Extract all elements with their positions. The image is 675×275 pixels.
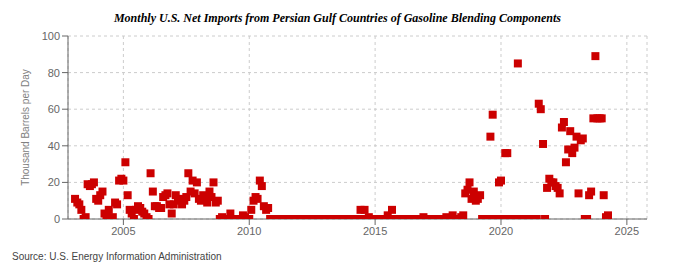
svg-text:100: 100 bbox=[42, 30, 60, 42]
svg-text:0: 0 bbox=[54, 213, 60, 225]
svg-text:2015: 2015 bbox=[363, 225, 387, 237]
svg-text:20: 20 bbox=[48, 176, 60, 188]
svg-text:2025: 2025 bbox=[615, 225, 639, 237]
html-text:Monthly U.S. Net Imports from: Monthly U.S. Net Imports from Persian Gu… bbox=[114, 11, 561, 25]
svg-text:2005: 2005 bbox=[111, 225, 135, 237]
svg-text:80: 80 bbox=[48, 67, 60, 79]
html-text:Source: U.S. Energy Informatio: Source: U.S. Energy Information Administ… bbox=[12, 251, 222, 262]
svg-text:60: 60 bbox=[48, 103, 60, 115]
svg-text:2010: 2010 bbox=[237, 225, 261, 237]
svg-text:2020: 2020 bbox=[489, 225, 513, 237]
svg-text:40: 40 bbox=[48, 140, 60, 152]
svg-text:Thousand Barrels per Day: Thousand Barrels per Day bbox=[20, 69, 31, 186]
